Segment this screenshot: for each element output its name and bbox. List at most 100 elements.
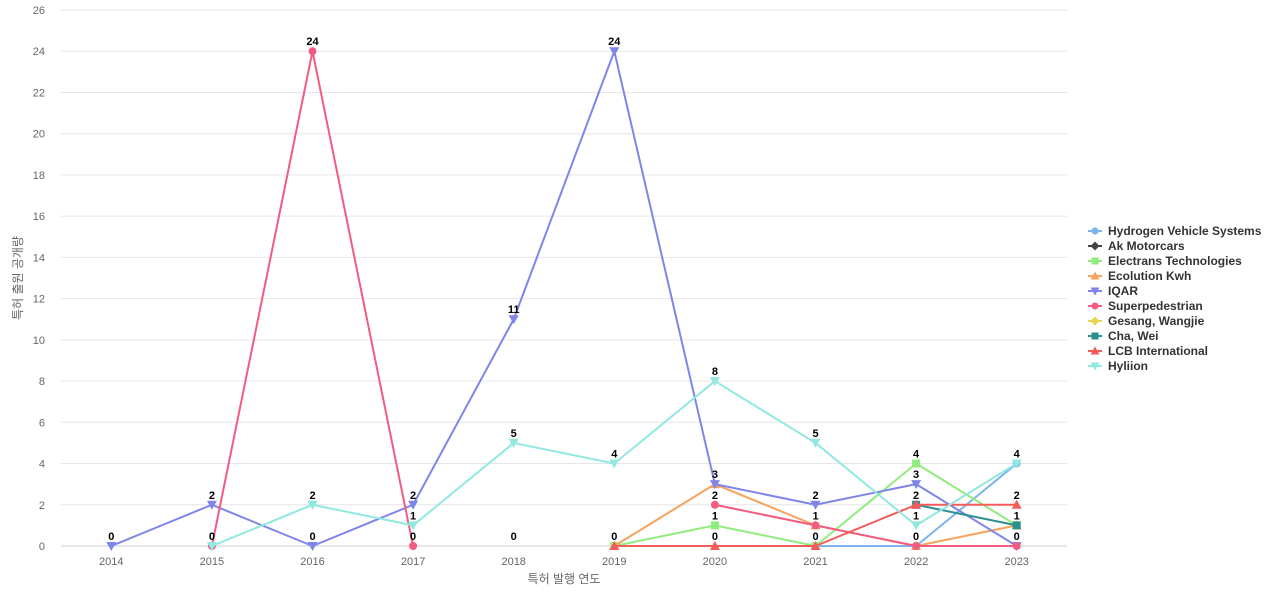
data-label: 3	[913, 469, 919, 481]
legend-label: Cha, Wei	[1108, 329, 1158, 343]
y-tick-label: 14	[33, 252, 45, 264]
data-label: 5	[812, 428, 818, 440]
data-point[interactable]	[609, 47, 620, 57]
data-label: 2	[1014, 490, 1020, 502]
legend-label: Hydrogen Vehicle Systems	[1108, 224, 1262, 238]
legend-marker[interactable]	[1090, 346, 1100, 355]
legend-item[interactable]: Hyliion	[1088, 359, 1148, 373]
legend-marker[interactable]	[1090, 362, 1100, 371]
data-point[interactable]	[508, 315, 519, 325]
data-point[interactable]	[1012, 521, 1021, 530]
data-label: 24	[306, 36, 319, 48]
legend-label: Ecolution Kwh	[1108, 269, 1191, 283]
data-point[interactable]	[409, 542, 418, 550]
y-tick-label: 18	[33, 170, 45, 182]
data-labels: 0 2 0 24 2 0 2 1 0 11 5 0 24 4 0 8 3 2 1 0 5 2 1 0 4 3 2 1 0 4 2 1 0	[108, 36, 1020, 543]
x-tick-label: 2014	[99, 556, 123, 568]
x-tick-label: 2017	[401, 556, 425, 568]
legend-item[interactable]: IQAR	[1088, 284, 1138, 298]
data-point[interactable]	[912, 459, 921, 468]
y-tick-label: 26	[33, 5, 45, 17]
series-superpedestrian[interactable]	[207, 47, 1021, 550]
legend-label: Electrans Technologies	[1108, 254, 1242, 268]
data-point[interactable]	[911, 521, 922, 531]
data-label: 4	[913, 449, 920, 461]
data-point[interactable]	[609, 459, 620, 469]
y-tick-label: 20	[33, 129, 45, 141]
y-tick-label: 4	[39, 459, 45, 471]
x-tick-label: 2015	[200, 556, 224, 568]
data-label: 1	[410, 510, 416, 522]
data-point[interactable]	[206, 500, 217, 510]
data-label: 1	[913, 510, 919, 522]
data-label: 0	[913, 531, 919, 543]
data-label: 0	[108, 531, 114, 543]
legend-marker[interactable]	[1091, 302, 1099, 310]
data-point[interactable]	[709, 541, 720, 550]
data-label: 0	[209, 531, 215, 543]
data-point[interactable]	[710, 500, 719, 509]
legend-item[interactable]: Superpedestrian	[1088, 299, 1203, 313]
x-tick-label: 2019	[602, 556, 626, 568]
legend-item[interactable]: Gesang, Wangjie	[1088, 314, 1205, 328]
data-point[interactable]	[508, 438, 519, 448]
legend-marker[interactable]	[1090, 271, 1100, 280]
data-label: 0	[611, 531, 617, 543]
data-point[interactable]	[307, 542, 318, 551]
x-tick-label: 2018	[501, 556, 525, 568]
data-point[interactable]	[911, 499, 922, 509]
legend-label: LCB International	[1108, 344, 1208, 358]
data-point[interactable]	[609, 541, 620, 550]
data-point[interactable]	[810, 500, 821, 510]
legend-marker[interactable]	[1090, 316, 1100, 326]
data-point[interactable]	[811, 521, 820, 530]
data-label: 2	[410, 490, 416, 502]
legend-item[interactable]: LCB International	[1088, 344, 1208, 358]
data-point[interactable]	[709, 377, 720, 387]
data-label: 11	[508, 304, 520, 316]
data-point[interactable]	[408, 500, 419, 510]
series-hyliion[interactable]	[206, 377, 1022, 551]
data-point[interactable]	[1011, 499, 1022, 509]
legend-item[interactable]: Ak Motorcars	[1088, 239, 1185, 253]
data-point[interactable]	[408, 521, 419, 531]
x-tick-label: 2022	[904, 556, 928, 568]
data-point[interactable]	[308, 47, 317, 56]
data-point[interactable]	[912, 542, 921, 550]
data-point[interactable]	[709, 480, 720, 490]
x-tick-label: 2023	[1004, 556, 1028, 568]
legend-marker[interactable]	[1091, 257, 1099, 265]
y-tick-label: 6	[39, 417, 45, 429]
data-point[interactable]	[206, 542, 217, 551]
data-point[interactable]	[1012, 542, 1021, 550]
legend-marker[interactable]	[1090, 241, 1100, 251]
data-point[interactable]	[710, 521, 719, 530]
data-label: 4	[1014, 449, 1021, 461]
y-tick-label: 10	[33, 335, 45, 347]
legend-label: IQAR	[1108, 284, 1138, 298]
y-tick-label: 22	[33, 87, 45, 99]
legend-marker[interactable]	[1091, 332, 1099, 340]
data-point[interactable]	[106, 542, 117, 551]
legend-marker[interactable]	[1090, 287, 1100, 296]
data-point[interactable]	[810, 438, 821, 448]
data-label: 8	[712, 366, 718, 378]
y-tick-label: 12	[33, 294, 45, 306]
series-layer	[106, 47, 1022, 551]
data-point[interactable]	[1011, 459, 1022, 469]
legend-item[interactable]: Hydrogen Vehicle Systems	[1088, 224, 1262, 238]
data-point[interactable]	[911, 480, 922, 490]
legend-item[interactable]: Cha, Wei	[1088, 329, 1158, 343]
y-tick-label: 8	[39, 376, 45, 388]
legend-item[interactable]: Ecolution Kwh	[1088, 269, 1191, 283]
data-label: 2	[712, 490, 718, 502]
x-tick-label: 2021	[803, 556, 827, 568]
data-point[interactable]	[810, 541, 821, 550]
data-point[interactable]	[307, 500, 318, 510]
legend-item[interactable]: Electrans Technologies	[1088, 254, 1242, 268]
legend-marker[interactable]	[1091, 227, 1099, 235]
data-label: 2	[913, 490, 919, 502]
data-label: 5	[511, 428, 517, 440]
